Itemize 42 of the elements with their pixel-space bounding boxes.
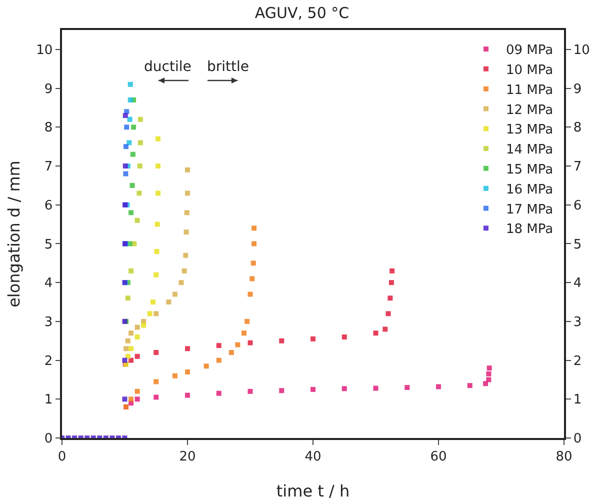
- x-tick-label: 0: [58, 449, 66, 464]
- legend-label: 18 MPa: [506, 222, 554, 238]
- y2-tick-label: 1: [573, 392, 582, 408]
- y2-tick-label: 5: [573, 237, 582, 252]
- legend-label: 09 MPa: [506, 43, 554, 58]
- y-tick-label: 9: [44, 82, 53, 97]
- y-tick-label: 0: [44, 432, 53, 447]
- y-tick-label: 5: [44, 237, 53, 252]
- chart-title: AGUV, 50 °C: [254, 4, 350, 22]
- annotation: brittle: [207, 59, 250, 75]
- x-tick-label: 40: [304, 449, 322, 464]
- y2-tick-label: 4: [573, 276, 582, 292]
- x-axis-title: time t / h: [276, 482, 350, 500]
- y-tick-label: 8: [44, 120, 53, 136]
- y2-tick-label: 3: [573, 314, 582, 330]
- y2-tick-label: 9: [573, 82, 582, 97]
- y-axis-title: elongation d / mm: [4, 160, 24, 308]
- y-tick-label: 6: [44, 198, 53, 214]
- y-tick-label: 3: [44, 314, 53, 330]
- y-tick-label: 10: [36, 42, 53, 58]
- y2-tick-label: 6: [573, 198, 582, 214]
- annotation: ductile: [144, 59, 192, 75]
- x-tick-label: 60: [430, 449, 447, 464]
- legend-label: 11 MPa: [506, 82, 554, 98]
- x-tick-label: 80: [556, 449, 572, 464]
- legend-label: 15 MPa: [506, 162, 554, 178]
- y2-tick-label: 7: [573, 160, 582, 175]
- legend-label: 12 MPa: [506, 102, 554, 118]
- legend-label: 13 MPa: [506, 122, 554, 138]
- legend-label: 17 MPa: [506, 202, 554, 218]
- y-tick-label: 1: [44, 392, 53, 408]
- y2-tick-label: 2: [573, 354, 582, 369]
- y2-tick-label: 0: [573, 432, 582, 447]
- x-tick-label: 20: [179, 449, 196, 464]
- y-tick-label: 2: [44, 354, 53, 369]
- y2-tick-label: 8: [573, 120, 582, 136]
- legend-label: 14 MPa: [506, 142, 554, 158]
- y-tick-label: 7: [44, 160, 53, 175]
- y2-tick-label: 10: [573, 42, 590, 58]
- legend-label: 16 MPa: [506, 182, 554, 198]
- y-tick-label: 4: [44, 276, 53, 292]
- legend-label: 10 MPa: [506, 63, 554, 78]
